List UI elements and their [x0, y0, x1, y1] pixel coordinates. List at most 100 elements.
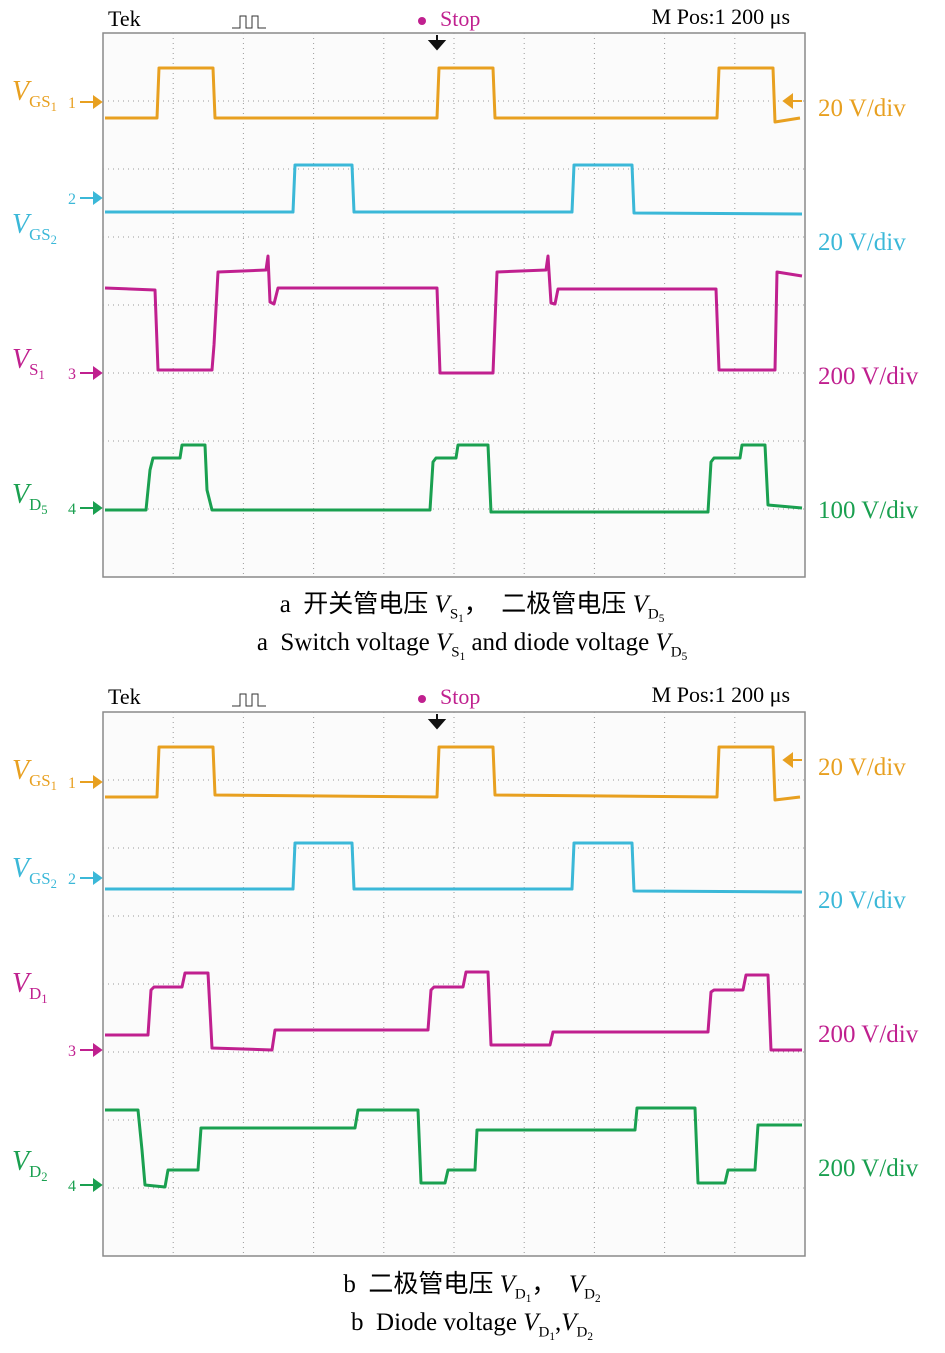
channel-arrow	[80, 1178, 103, 1192]
trigger-arrow	[427, 35, 447, 51]
symbol-main: V	[435, 591, 453, 618]
channel-scale: 200 V/div	[818, 363, 919, 390]
channel-marker: 4	[68, 501, 76, 518]
channel-scale: 200 V/div	[818, 1155, 919, 1182]
symbol-subsub: 2	[51, 877, 57, 891]
symbol-sub: GS	[29, 869, 50, 888]
symbol-sub: D	[539, 1324, 550, 1340]
symbol-sub: D	[515, 1286, 526, 1302]
channel-marker: 3	[68, 1043, 76, 1060]
trace	[105, 66, 801, 124]
symbol-sub: GS	[29, 771, 50, 790]
symbol-subsub: 2	[595, 1293, 601, 1305]
trace	[105, 443, 803, 514]
symbol-subsub: 5	[659, 613, 665, 625]
panel-a-traces	[104, 66, 803, 514]
trace	[105, 163, 803, 216]
symbol-main: V	[523, 1309, 541, 1336]
symbol-subsub: 1	[458, 613, 464, 625]
brand: Tek	[108, 684, 141, 709]
channel-name: VD2	[12, 1146, 48, 1184]
symbol-subsub: 1	[460, 651, 466, 663]
symbol-main: V	[12, 755, 32, 786]
caption-text: ,	[555, 1309, 561, 1336]
trace	[105, 1106, 802, 1189]
channel-scale: 100 V/div	[818, 497, 919, 524]
symbol-subsub: 2	[41, 1170, 47, 1184]
channel-arrow	[80, 191, 103, 205]
channel-arrow	[80, 366, 103, 380]
channel-scale: 20 V/div	[818, 754, 906, 781]
channel-name: VGS1	[12, 755, 57, 793]
trigger-arrow	[427, 714, 447, 730]
symbol-main: V	[12, 76, 32, 107]
symbol-sub: S	[451, 644, 459, 660]
symbol-sub: GS	[29, 92, 50, 111]
level-arrow	[782, 93, 802, 109]
symbol-subsub: 5	[682, 651, 688, 663]
symbol-subsub: 1	[38, 368, 44, 382]
symbol-main: V	[12, 479, 32, 510]
channel-name: VGS2	[12, 209, 57, 247]
channel-name: VGS2	[12, 853, 57, 891]
trace	[105, 970, 802, 1052]
channel-arrow	[80, 1043, 103, 1057]
channel-marker: 4	[68, 1178, 76, 1195]
channel-scale: 20 V/div	[818, 887, 906, 914]
symbol-subsub: 1	[51, 779, 57, 793]
status-dot	[418, 695, 426, 703]
caption: b 二极管电压 VD1， VD2	[343, 1270, 600, 1305]
symbol-main: V	[655, 629, 673, 656]
trigger-icon	[232, 15, 266, 29]
channel-scale: 20 V/div	[818, 229, 906, 256]
caption-text: and diode voltage	[465, 629, 655, 656]
time-base: M Pos:1 200 μs	[652, 682, 790, 707]
symbol-sub: D	[29, 984, 41, 1003]
caption-text: a Switch voltage	[257, 629, 436, 656]
channel-marker: 1	[68, 775, 76, 792]
caption-text: b Diode voltage	[351, 1309, 523, 1336]
symbol-subsub: 5	[41, 503, 47, 517]
symbol-main: V	[12, 209, 32, 240]
trace	[104, 254, 803, 375]
channel-name: VGS1	[12, 76, 57, 114]
symbol-subsub: 1	[41, 992, 47, 1006]
channel-name: VD1	[12, 968, 48, 1006]
caption-text: ， 二极管电压	[464, 590, 633, 618]
trace	[105, 745, 801, 802]
symbol-sub: D	[29, 1162, 41, 1181]
symbol-subsub: 1	[549, 1331, 555, 1343]
caption-text: b 二极管电压	[343, 1270, 499, 1298]
symbol-subsub: 2	[51, 233, 57, 247]
status-dot	[418, 17, 426, 25]
level-arrow	[782, 752, 802, 768]
caption: a Switch voltage VS1 and diode voltage V…	[257, 629, 688, 663]
brand: Tek	[108, 6, 141, 31]
trace	[105, 841, 803, 894]
caption-text: a 开关管电压	[280, 590, 435, 618]
symbol-subsub: 2	[587, 1331, 593, 1343]
symbol-main: V	[12, 1146, 32, 1177]
symbol-sub: D	[648, 606, 659, 622]
symbol-main: V	[561, 1309, 579, 1336]
symbol-main: V	[633, 591, 651, 618]
caption: b Diode voltage VD1,VD2	[351, 1309, 593, 1343]
caption-text: ，	[531, 1271, 569, 1298]
channel-marker: 1	[68, 95, 76, 112]
status: Stop	[440, 6, 480, 31]
channel-arrow	[80, 775, 103, 789]
symbol-main: V	[12, 968, 32, 999]
symbol-main: V	[436, 629, 454, 656]
symbol-subsub: 1	[526, 1293, 532, 1305]
symbol-sub: D	[29, 495, 41, 514]
symbol-main: V	[500, 1271, 518, 1298]
channel-name: VS1	[12, 344, 45, 382]
symbol-sub: GS	[29, 225, 50, 244]
symbol-sub: D	[671, 644, 682, 660]
channel-scale: 20 V/div	[818, 95, 906, 122]
symbol-sub: S	[29, 360, 38, 379]
channel-arrow	[80, 95, 103, 109]
